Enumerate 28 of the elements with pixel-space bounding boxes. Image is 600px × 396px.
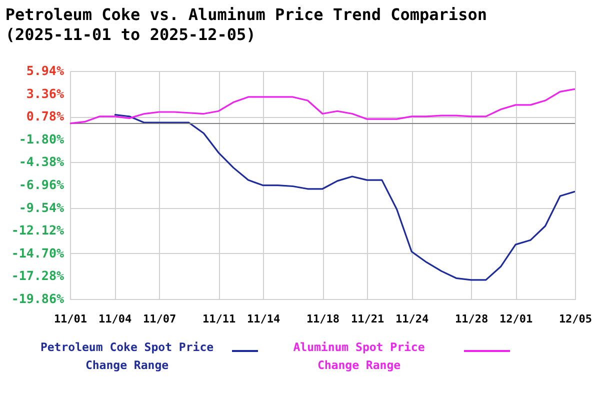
x-tick-label: 11/01 [54, 312, 88, 326]
x-tick-label: 11/24 [396, 312, 430, 326]
x-tick-label: 12/05 [558, 312, 592, 326]
y-tick-label: 3.36% [26, 86, 64, 101]
y-tick-label: -14.70% [11, 245, 64, 260]
y-tick-label: -9.54% [18, 200, 64, 215]
y-tick-label: -17.28% [11, 268, 64, 284]
x-tick-label: 11/04 [98, 312, 132, 326]
chart-title: Petroleum Coke vs. Aluminum Price Trend Comparison [5, 5, 487, 24]
y-tick-label: -4.38% [18, 154, 64, 170]
line-series [70, 88, 575, 124]
x-tick-label: 11/14 [247, 312, 281, 326]
x-tick-label: 11/28 [454, 312, 488, 326]
y-tick-label: -1.80% [18, 131, 64, 146]
y-tick-label: -19.86% [11, 291, 64, 306]
x-tick-label: 11/11 [202, 312, 236, 326]
x-tick-label: 11/21 [350, 312, 384, 326]
y-tick-label: -12.12% [11, 222, 64, 238]
x-tick-label: 11/07 [143, 312, 176, 326]
x-tick-label: 11/18 [306, 312, 340, 326]
y-tick-label: -6.96% [18, 177, 64, 192]
text: Aluminum Spot Price Change Range [293, 340, 425, 372]
legend-label: Petroleum Coke Spot Price Change Range [40, 340, 214, 372]
line-series [114, 114, 575, 281]
y-tick-label: 5.94% [26, 63, 64, 78]
x-tick-label: 12/01 [500, 312, 534, 326]
chart-subtitle: (2025-11-01 to 2025-12-05) [5, 25, 256, 44]
y-tick-label: 0.78% [26, 108, 64, 124]
